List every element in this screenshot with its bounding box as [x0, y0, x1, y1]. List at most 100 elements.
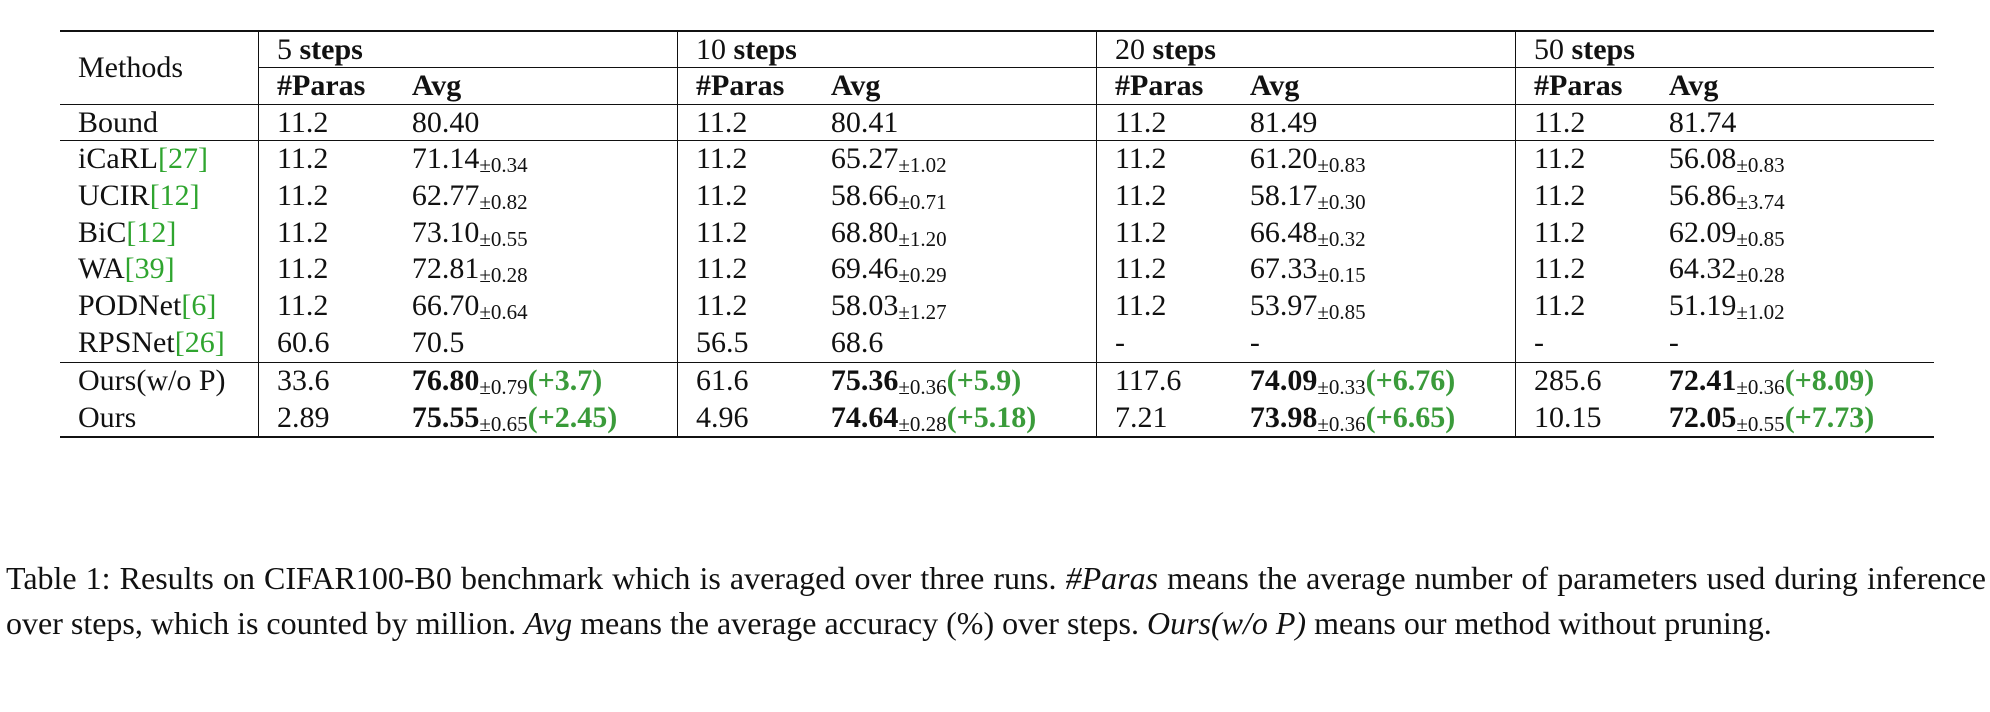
caption-term-avg: Avg — [524, 605, 573, 641]
paras-cell: 117.6 — [1096, 361, 1232, 400]
paras-cell: 11.2 — [677, 103, 813, 141]
avg-cell: 76.80±0.79(+3.7) — [393, 361, 678, 400]
citation-link[interactable]: [27] — [158, 142, 208, 176]
avg-cell: 68.6 — [813, 325, 1097, 362]
paras-cell: 11.2 — [1096, 103, 1232, 141]
paras-cell: 11.2 — [1515, 214, 1651, 252]
table-body: Bound 11.2 80.40 11.2 80.41 11.2 81.49 1… — [60, 103, 1934, 141]
table-row-baseline: iCaRL[27] 11.2 71.14±0.34 11.2 65.27±1.02 11.… — [60, 140, 1934, 178]
method-cell: PODNet[6] — [60, 288, 259, 325]
paras-cell: 10.15 — [1515, 399, 1651, 438]
method-cell: iCaRL[27] — [60, 140, 259, 178]
avg-cell: 58.03±1.27 — [813, 288, 1097, 325]
avg-cell: 74.09±0.33(+6.76) — [1231, 361, 1516, 400]
paras-cell: 11.2 — [257, 214, 394, 252]
avg-value: 66.48 — [1249, 215, 1318, 249]
std-value: ±0.28 — [479, 263, 528, 288]
paras-cell: 285.6 — [1515, 361, 1651, 400]
citation-link[interactable]: [6] — [181, 289, 217, 323]
ours-rows: Ours(w/o P) 33.6 76.80±0.79(+3.7) 61.6 75.36… — [60, 361, 1934, 438]
paras-cell: 11.2 — [1096, 177, 1232, 215]
paras-cell: 4.96 — [677, 399, 813, 438]
citation-link[interactable]: [26] — [174, 326, 225, 359]
method-name: Ours(w/o P) — [60, 361, 259, 400]
avg-header: Avg — [411, 69, 462, 103]
avg-cell: 81.74 — [1650, 103, 1934, 141]
std-value: ±1.27 — [898, 300, 947, 325]
paras-cell: 60.6 — [257, 325, 394, 363]
avg-cell: 81.49 — [1231, 103, 1516, 141]
avg-cell: 56.86±3.74 — [1651, 178, 1934, 215]
avg-cell: 70.5 — [394, 325, 678, 362]
avg-value: 65.27 — [830, 142, 899, 176]
results-table-container: Methods 5 steps 10 steps 20 steps 50 ste… — [60, 30, 1934, 438]
avg-cell: 72.05±0.55(+7.73) — [1651, 400, 1934, 438]
citation-link[interactable]: [12] — [126, 215, 177, 249]
avg-cell: 73.10±0.55 — [394, 215, 678, 252]
avg-cell: 75.36±0.36(+5.9) — [812, 361, 1097, 400]
avg-header: Avg — [830, 69, 881, 103]
avg-value: 62.09 — [1668, 215, 1737, 249]
avg-value: 74.09 — [1249, 363, 1318, 397]
method-name: BiC — [78, 215, 127, 249]
caption-term-ours: Ours(w/o P) — [1146, 605, 1307, 641]
avg-value: 74.64 — [830, 400, 899, 434]
citation-link[interactable]: [39] — [124, 252, 175, 286]
std-value: ±1.02 — [1736, 300, 1785, 325]
avg-cell: 66.48±0.32 — [1232, 215, 1516, 252]
paras-cell: - — [1096, 325, 1232, 363]
std-value: ±0.34 — [479, 153, 528, 178]
paras-cell: 11.2 — [257, 140, 394, 178]
avg-cell: 73.98±0.36(+6.65) — [1232, 400, 1516, 438]
method-name: UCIR — [78, 178, 150, 212]
avg-value: 72.05 — [1668, 400, 1737, 434]
table-row-baseline: RPSNet[26] 60.6 70.5 56.5 68.6- - - - — [60, 325, 1934, 363]
citation-link[interactable]: [12] — [149, 178, 200, 212]
avg-value: 56.08 — [1668, 142, 1737, 176]
method-cell: WA[39] — [60, 251, 259, 288]
avg-cell: 58.17±0.30 — [1232, 178, 1516, 215]
caption-text: means the average number of parameters u… — [6, 560, 1987, 641]
std-value: ±0.85 — [1317, 300, 1366, 325]
gain-value: (+8.09) — [1784, 363, 1875, 397]
paras-cell: 11.2 — [677, 177, 813, 215]
paras-cell: 11.2 — [677, 214, 813, 252]
avg-cell: 72.81±0.28 — [394, 251, 678, 288]
group-steps-word: steps — [733, 33, 797, 66]
avg-value: 72.41 — [1668, 363, 1737, 397]
paras-cell: 2.89 — [257, 399, 394, 438]
table-caption: Table 1: Results on CIFAR100-B0 benchmar… — [6, 556, 1986, 646]
group-header-5-steps: 5 steps — [257, 31, 678, 69]
avg-cell: 62.09±0.85 — [1651, 215, 1934, 252]
avg-value: 53.97 — [1249, 289, 1318, 323]
avg-cell: 64.32±0.28 — [1651, 251, 1934, 288]
avg-cell: 62.77±0.82 — [394, 178, 678, 215]
avg-cell: 66.70±0.64 — [394, 288, 678, 325]
paras-cell: 11.2 — [1096, 288, 1232, 325]
paras-cell: 11.2 — [257, 103, 394, 141]
avg-value: 56.86 — [1668, 178, 1737, 212]
std-value: ±0.28 — [898, 411, 947, 436]
methods-header: Methods — [78, 51, 183, 85]
group-steps-number: 10 — [696, 33, 727, 66]
gain-value: (+5.9) — [946, 363, 1022, 397]
gain-value: (+2.45) — [527, 400, 618, 434]
avg-cell: 75.55±0.65(+2.45) — [394, 400, 678, 438]
gain-value: (+6.65) — [1365, 400, 1456, 434]
avg-cell: 67.33±0.15 — [1232, 251, 1516, 288]
avg-header: Avg — [1668, 69, 1719, 103]
group-steps-word: steps — [1152, 33, 1216, 66]
avg-value: 64.32 — [1668, 252, 1737, 286]
method-name: Ours — [78, 400, 137, 434]
avg-cell: 72.41±0.36(+8.09) — [1650, 361, 1934, 400]
std-value: ±3.74 — [1736, 189, 1785, 214]
table-row-baseline: PODNet[6] 11.2 66.70±0.64 11.2 58.03±1.27 11.… — [60, 288, 1934, 325]
avg-header: Avg — [1249, 69, 1300, 103]
caption-text: Table 1: Results on CIFAR100-B0 benchmar… — [6, 560, 1066, 596]
paras-header: #Paras — [1515, 67, 1651, 105]
avg-cell: 53.97±0.85 — [1232, 288, 1516, 325]
caption-text: means the average accuracy (%) over step… — [572, 605, 1147, 641]
paras-cell: 56.5 — [677, 325, 813, 363]
method-name: iCaRL — [78, 142, 158, 176]
paras-cell: 11.2 — [677, 140, 813, 178]
